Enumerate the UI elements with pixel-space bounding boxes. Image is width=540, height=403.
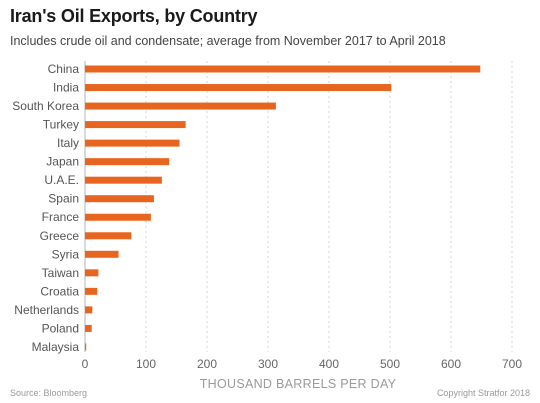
x-tick-label: 700 <box>502 357 522 371</box>
bar <box>85 102 276 110</box>
bar <box>85 232 132 240</box>
category-label: Netherlands <box>14 303 79 317</box>
category-label: Poland <box>42 321 79 335</box>
category-label: South Korea <box>12 99 79 113</box>
category-label: France <box>42 210 80 224</box>
category-label: Taiwan <box>42 266 79 280</box>
bar <box>85 139 180 147</box>
category-label: Japan <box>46 155 79 169</box>
category-label: Turkey <box>43 118 79 132</box>
category-label: Syria <box>52 247 80 261</box>
x-tick-label: 200 <box>197 357 217 371</box>
chart-title: Iran's Oil Exports, by Country <box>10 6 258 26</box>
x-tick-label: 100 <box>136 357 156 371</box>
x-tick-label: 0 <box>82 357 89 371</box>
source-note: Source: Bloomberg <box>10 388 88 398</box>
category-label: India <box>53 81 79 95</box>
bar <box>85 158 170 166</box>
x-tick-label: 300 <box>258 357 278 371</box>
category-label: Spain <box>48 192 79 206</box>
bar <box>85 343 87 351</box>
bar <box>85 213 151 221</box>
bar <box>85 176 162 184</box>
bar <box>85 287 98 295</box>
category-label: Croatia <box>40 284 79 298</box>
bar <box>85 324 92 332</box>
x-tick-label: 400 <box>319 357 339 371</box>
x-tick-label: 500 <box>380 357 400 371</box>
x-axis-label: THOUSAND BARRELS PER DAY <box>200 377 397 391</box>
bar <box>85 250 119 258</box>
category-label: Greece <box>40 229 80 243</box>
chart-subtitle: Includes crude oil and condensate; avera… <box>10 34 446 48</box>
bar <box>85 195 154 203</box>
x-tick-label: 600 <box>441 357 461 371</box>
category-label: U.A.E. <box>44 173 79 187</box>
category-label: Italy <box>57 136 79 150</box>
bar <box>85 121 186 129</box>
bar <box>85 306 93 314</box>
bar <box>85 65 481 73</box>
category-label: Malaysia <box>32 340 80 354</box>
bar <box>85 84 392 92</box>
bar <box>85 269 99 277</box>
category-label: China <box>48 62 80 76</box>
copyright-note: Copyright Stratfor 2018 <box>436 388 530 398</box>
